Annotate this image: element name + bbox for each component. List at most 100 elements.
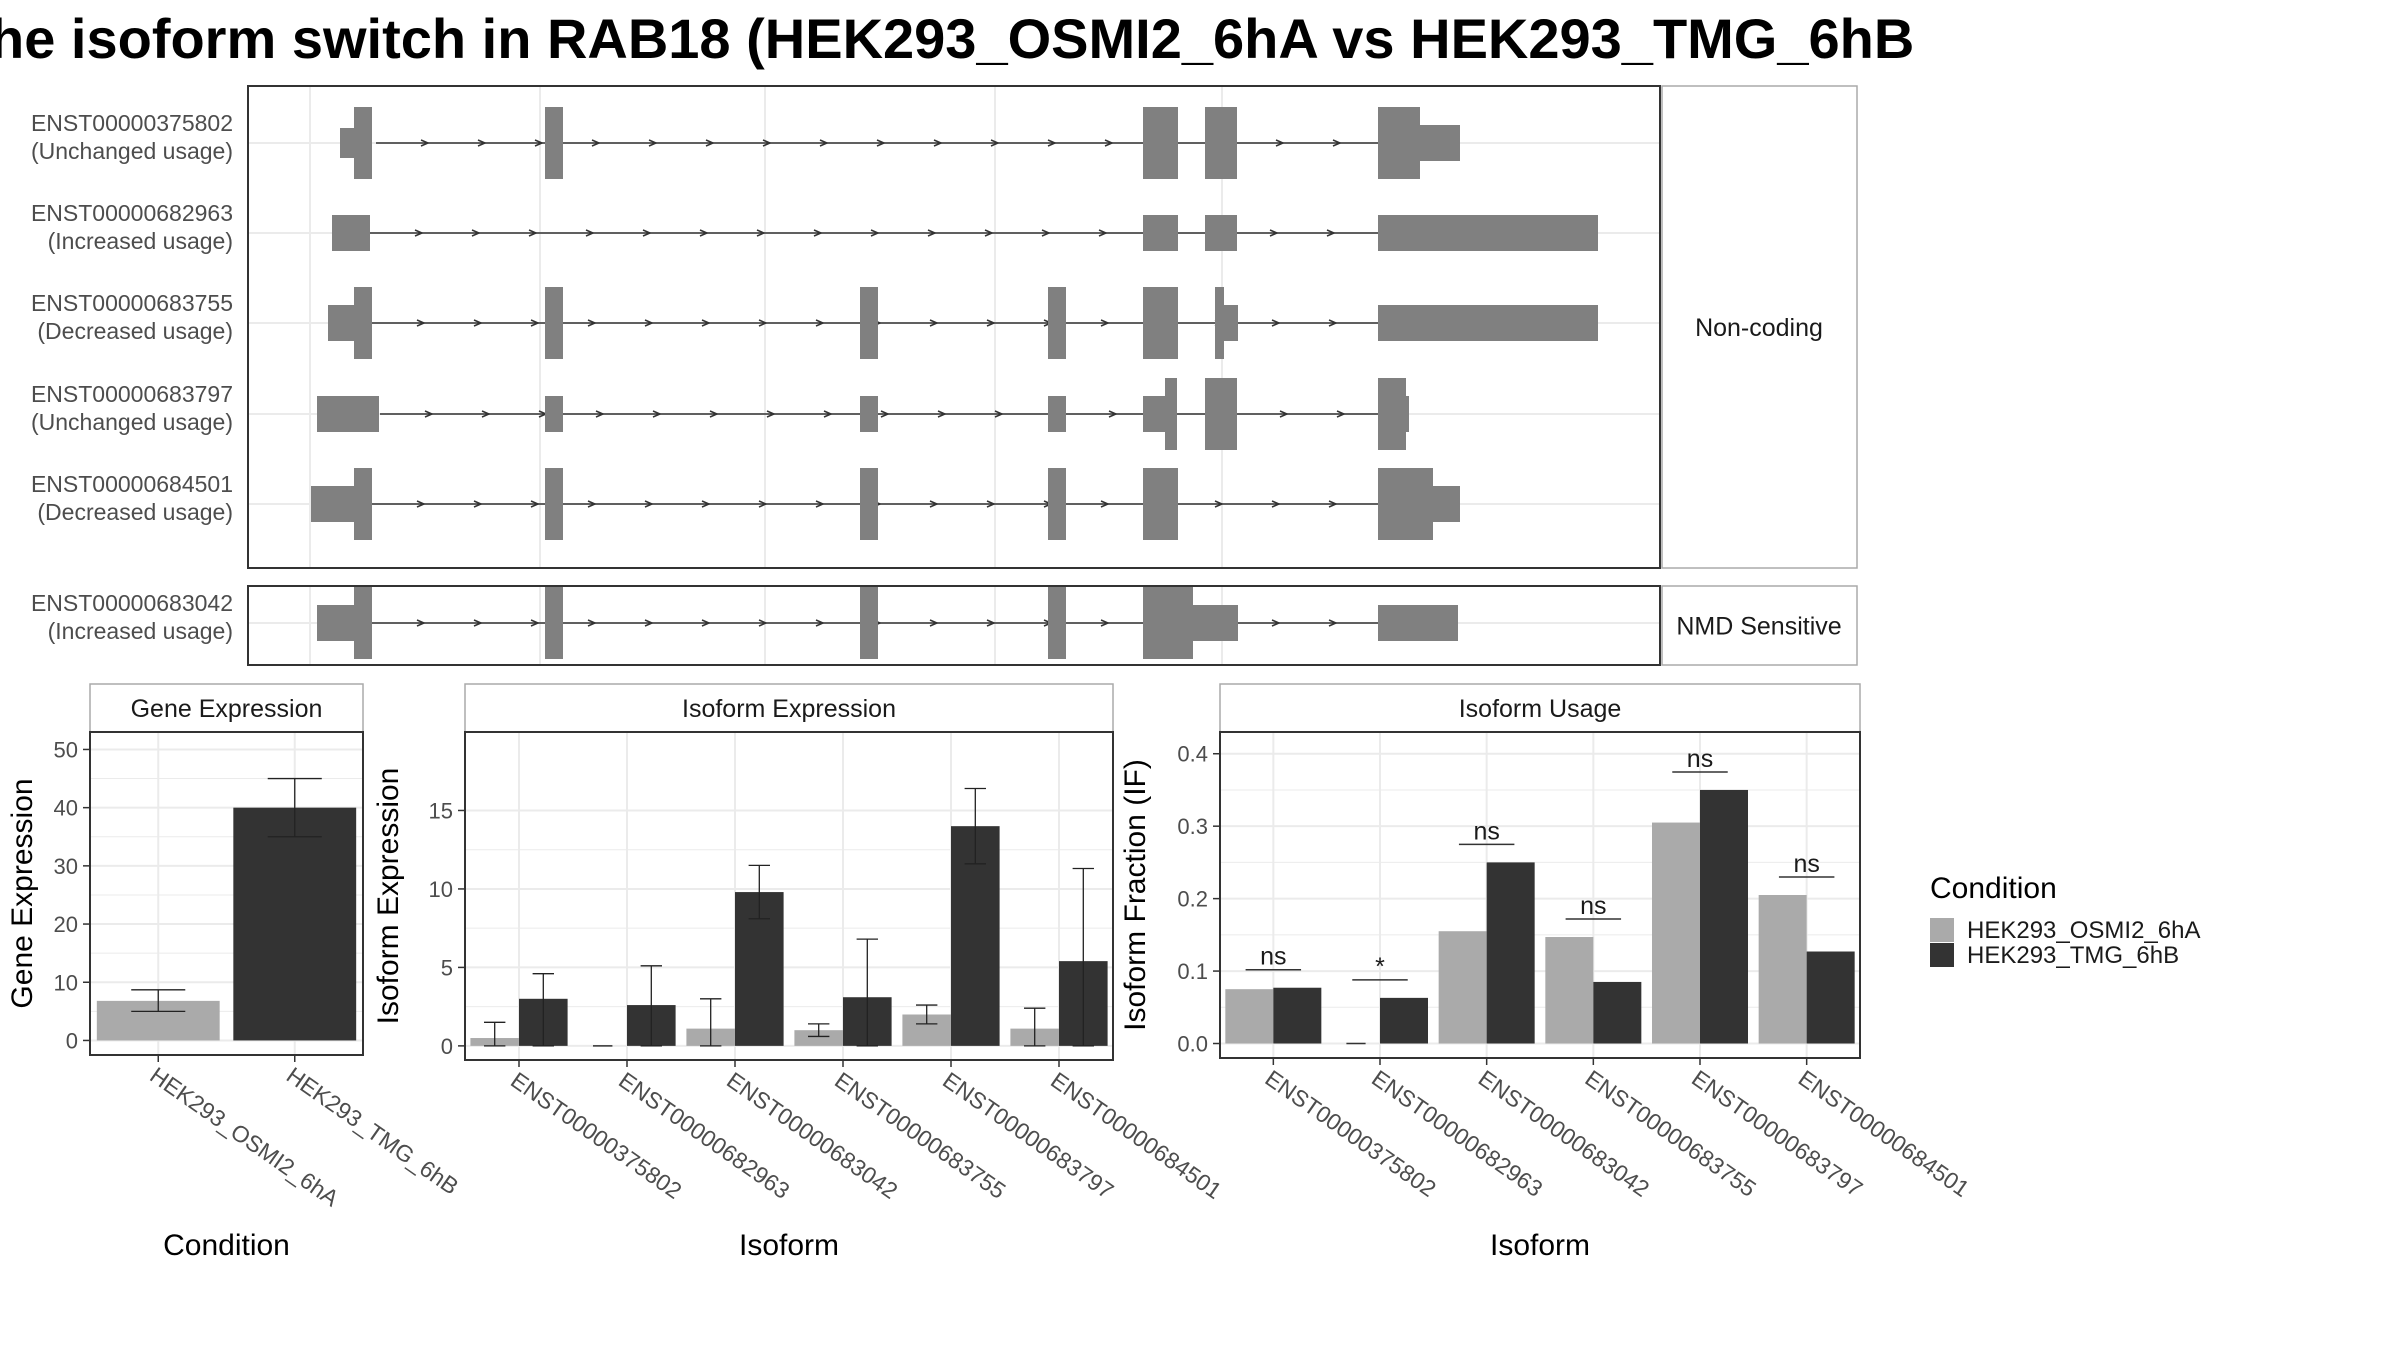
exon (1378, 605, 1458, 641)
exon (328, 305, 354, 341)
bar (1593, 981, 1642, 1044)
error-bar (964, 787, 986, 865)
x-tick-label: ENST00000375802 (1260, 1065, 1440, 1202)
error-bar (640, 965, 662, 1047)
y-tick-label: 40 (54, 796, 78, 821)
intron-arrow (1271, 319, 1281, 327)
y-tick-label: 0.1 (1177, 959, 1208, 984)
y-tick-label: 30 (54, 854, 78, 879)
exon (860, 468, 878, 540)
intron-arrow (1271, 619, 1281, 627)
isoform-status-label: (Unchanged usage) (31, 409, 233, 435)
panel-strip (89, 683, 364, 733)
intron-arrow (534, 139, 544, 147)
panel-strip-title: Gene Expression (131, 695, 323, 723)
exon (1143, 587, 1193, 659)
x-axis-title: Isoform (1490, 1229, 1590, 1262)
intron-arrow (644, 319, 654, 327)
exon (340, 128, 354, 158)
intron-arrow (870, 229, 880, 237)
intron-arrow (595, 410, 605, 418)
intron-arrow (1328, 319, 1338, 327)
transcript-panel-border (247, 585, 1661, 666)
intron-arrow (416, 500, 426, 508)
exon (332, 215, 370, 251)
group-label: Non-coding (1695, 314, 1823, 342)
exon (317, 605, 354, 641)
intron-arrow (701, 500, 711, 508)
intron-arrow (1104, 139, 1114, 147)
y-tick-label: 0.3 (1177, 814, 1208, 839)
intron-arrow (1108, 410, 1118, 418)
intron-arrow (709, 410, 719, 418)
error-bar (267, 777, 322, 838)
error-bar (1024, 1007, 1046, 1047)
intron-arrow (766, 410, 776, 418)
intron-arrow (758, 319, 768, 327)
bar (1225, 989, 1274, 1044)
intron-arrow (986, 319, 996, 327)
intron-arrow (473, 619, 483, 627)
intron-arrow (471, 229, 481, 237)
intron-arrow (587, 619, 597, 627)
intron-arrow (1336, 410, 1346, 418)
intron-arrow (528, 229, 538, 237)
x-tick-label: ENST00000683755 (1580, 1065, 1760, 1202)
isoform-id-label: ENST00000375802 (31, 110, 233, 136)
exon (311, 486, 354, 522)
intron-arrow (880, 410, 890, 418)
exon (1048, 287, 1066, 359)
legend-swatch (1930, 918, 1954, 942)
x-tick-label: ENST00000684501 (1794, 1065, 1974, 1202)
intron-arrow (481, 410, 491, 418)
intron-arrow (929, 500, 939, 508)
exon (1406, 396, 1409, 432)
intron-arrow (813, 229, 823, 237)
panel-border (464, 731, 1114, 1061)
bar (1380, 997, 1428, 1044)
intron-arrow (1098, 229, 1108, 237)
group-strip (1661, 85, 1858, 569)
exon (1420, 125, 1460, 161)
error-bar (856, 938, 878, 1047)
intron-arrow (819, 139, 829, 147)
exon (545, 587, 563, 659)
intron-arrow (591, 139, 601, 147)
exon (1205, 215, 1237, 251)
isoform-id-label: ENST00000683042 (31, 590, 233, 616)
bar (1652, 822, 1700, 1044)
x-tick-label: ENST00000683042 (1474, 1065, 1654, 1202)
intron-arrow (815, 319, 825, 327)
error-bar (916, 1004, 938, 1025)
intron-arrow (705, 139, 715, 147)
intron-arrow (414, 229, 424, 237)
intron-arrow (1100, 319, 1110, 327)
exon (1378, 215, 1598, 251)
intron-arrow (933, 139, 943, 147)
exon (1215, 287, 1224, 359)
x-tick-label: ENST00000683797 (1687, 1065, 1867, 1202)
exon (1143, 287, 1178, 359)
intron-arrow (701, 319, 711, 327)
bar (1438, 931, 1487, 1044)
isoform-id-label: ENST00000683755 (31, 290, 233, 316)
bar (1545, 937, 1594, 1044)
intron-arrow (937, 410, 947, 418)
intron-arrow (420, 139, 430, 147)
intron-arrow (758, 500, 768, 508)
intron-arrow (823, 410, 833, 418)
y-tick-label: 0.2 (1177, 887, 1208, 912)
exon (1165, 378, 1177, 450)
error-bar (748, 864, 770, 920)
intron-arrow (876, 139, 886, 147)
bar (1486, 862, 1535, 1044)
figure-title: he isoform switch in RAB18 (HEK293_OSMI2… (0, 7, 1914, 70)
group-label: NMD Sensitive (1676, 613, 1841, 641)
legend-label: HEK293_TMG_6hB (1967, 942, 2179, 969)
group-strip (1661, 585, 1858, 666)
intron-arrow (1328, 500, 1338, 508)
isoform-id-label: ENST00000682963 (31, 200, 233, 226)
transcript-structure-panel: Non-coding NMD Sensitive ENST00000375802 (U… (31, 85, 1858, 666)
error-bar (1072, 867, 1094, 1047)
